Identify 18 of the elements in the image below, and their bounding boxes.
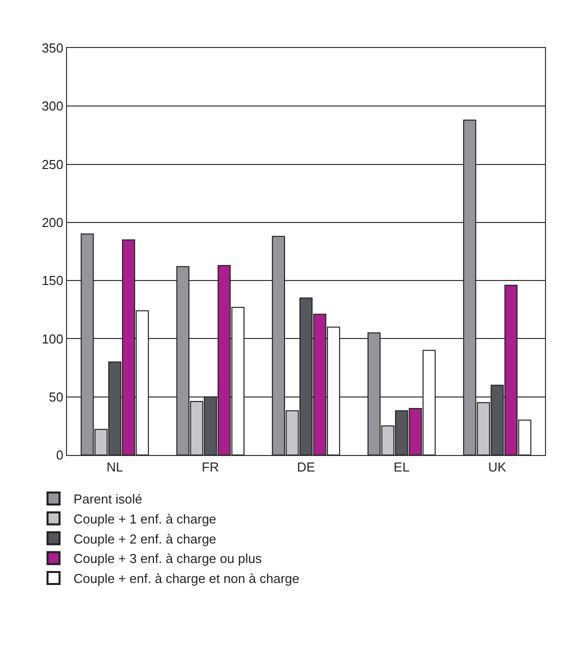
legend-label: Couple + 2 enf. à charge <box>74 531 216 546</box>
y-tick-label: 250 <box>42 156 64 172</box>
y-tick-label: 100 <box>42 331 64 346</box>
x-tick-label: EL <box>394 460 410 475</box>
legend-label: Couple + enf. à charge et non à charge <box>74 571 300 586</box>
y-tick-label: 350 <box>42 40 64 56</box>
x-tick-label: NL <box>106 460 124 475</box>
x-tick-label: UK <box>488 460 507 475</box>
y-tick-label: 150 <box>42 273 64 288</box>
legend-label: Parent isolé <box>74 492 142 507</box>
x-tick-label: DE <box>296 460 316 475</box>
y-tick-label: 50 <box>48 389 64 404</box>
y-tick-label: 300 <box>42 98 64 114</box>
x-tick-label: FR <box>202 460 220 475</box>
legend-label: Couple + 3 enf. à charge ou plus <box>74 551 262 566</box>
legend-label: Couple + 1 enf. à charge <box>74 511 216 526</box>
y-tick-label: 200 <box>42 214 64 230</box>
y-tick-label: 0 <box>56 448 64 463</box>
